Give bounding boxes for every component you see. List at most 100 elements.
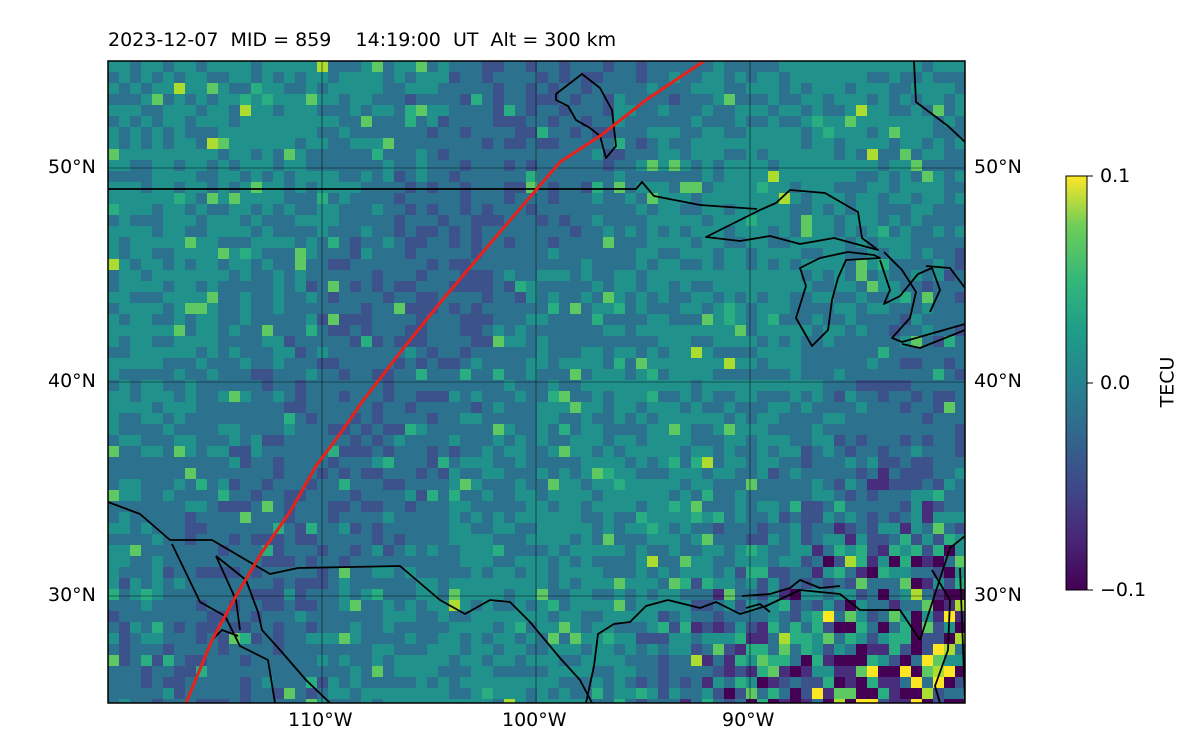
us-mexico-border — [171, 543, 276, 703]
tec-cell — [482, 325, 494, 337]
tec-cell — [757, 402, 769, 414]
tec-cell — [768, 479, 780, 491]
tec-cell — [119, 677, 131, 689]
tec-cell — [361, 512, 373, 524]
tec-cell — [548, 127, 560, 139]
tec-cell — [779, 193, 791, 205]
tec-cell — [889, 589, 901, 601]
tec-cell — [295, 688, 307, 700]
tec-cell — [614, 501, 626, 513]
tec-cell — [119, 303, 131, 315]
tec-cell — [218, 138, 230, 150]
tec-cell — [878, 633, 890, 645]
tec-cell — [889, 512, 901, 524]
tec-cell — [526, 578, 538, 590]
tec-cell — [119, 435, 131, 447]
tec-cell — [273, 204, 285, 216]
tec-cell — [493, 578, 505, 590]
tec-cell — [460, 193, 472, 205]
tec-cell — [251, 666, 263, 678]
tec-cell — [537, 303, 549, 315]
tec-cell — [581, 248, 593, 260]
tec-cell — [482, 61, 494, 73]
tec-cell — [702, 413, 714, 425]
tec-cell — [680, 171, 692, 183]
tec-cell — [856, 347, 868, 359]
tec-cell — [207, 314, 219, 326]
tec-cell — [680, 237, 692, 249]
tec-cell — [548, 292, 560, 304]
tec-cell — [218, 479, 230, 491]
tec-cell — [559, 83, 571, 95]
tec-cell — [108, 589, 120, 601]
tec-cell — [680, 303, 692, 315]
tec-cell — [636, 358, 648, 370]
tec-cell — [163, 424, 175, 436]
tec-cell — [372, 589, 384, 601]
tec-cell — [317, 556, 329, 568]
tec-cell — [955, 336, 965, 348]
tec-cell — [812, 204, 824, 216]
tec-cell — [317, 204, 329, 216]
tec-cell — [955, 83, 965, 95]
tec-cell — [141, 127, 153, 139]
tec-cell — [691, 611, 703, 623]
tec-cell — [779, 446, 791, 458]
tec-cell — [680, 567, 692, 579]
tec-cell — [900, 567, 912, 579]
tec-cell — [603, 94, 615, 106]
tec-cell — [801, 248, 813, 260]
tec-cell — [372, 545, 384, 557]
tec-cell — [537, 666, 549, 678]
tec-cell — [372, 303, 384, 315]
tec-cell — [383, 545, 395, 557]
tec-cell — [823, 644, 835, 656]
tec-cell — [295, 633, 307, 645]
tec-cell — [273, 182, 285, 194]
tec-cell — [603, 105, 615, 117]
tec-cell — [449, 589, 461, 601]
tec-cell — [680, 72, 692, 84]
tec-cell — [339, 578, 351, 590]
tec-cell — [658, 578, 670, 590]
tec-cell — [757, 138, 769, 150]
tec-cell — [559, 72, 571, 84]
tec-cell — [834, 237, 846, 249]
tec-cell — [856, 72, 868, 84]
tec-cell — [262, 468, 274, 480]
tec-cell — [284, 171, 296, 183]
tec-cell — [834, 600, 846, 612]
tec-cell — [856, 303, 868, 315]
tec-cell — [185, 292, 197, 304]
tec-cell — [548, 248, 560, 260]
tec-cell — [339, 105, 351, 117]
tec-cell — [449, 633, 461, 645]
tec-cell — [207, 61, 219, 73]
tec-cell — [174, 435, 186, 447]
tec-cell — [229, 83, 241, 95]
tec-cell — [119, 402, 131, 414]
tec-cell — [306, 512, 318, 524]
tec-cell — [416, 380, 428, 392]
tec-cell — [526, 292, 538, 304]
tec-cell — [504, 490, 516, 502]
tec-cell — [757, 215, 769, 227]
tec-cell — [240, 633, 252, 645]
tec-cell — [482, 611, 494, 623]
tec-cell — [757, 413, 769, 425]
tec-cell — [515, 567, 527, 579]
tec-cell — [273, 72, 285, 84]
tec-cell — [526, 347, 538, 359]
tec-cell — [240, 468, 252, 480]
tec-cell — [449, 248, 461, 260]
tec-cell — [394, 490, 406, 502]
tec-cell — [493, 402, 505, 414]
tec-cell — [944, 303, 956, 315]
tec-cell — [152, 600, 164, 612]
tec-cell — [317, 457, 329, 469]
tec-cell — [603, 138, 615, 150]
tec-cell — [625, 160, 637, 172]
tec-cell — [141, 160, 153, 172]
tec-cell — [163, 204, 175, 216]
tec-cell — [911, 512, 923, 524]
